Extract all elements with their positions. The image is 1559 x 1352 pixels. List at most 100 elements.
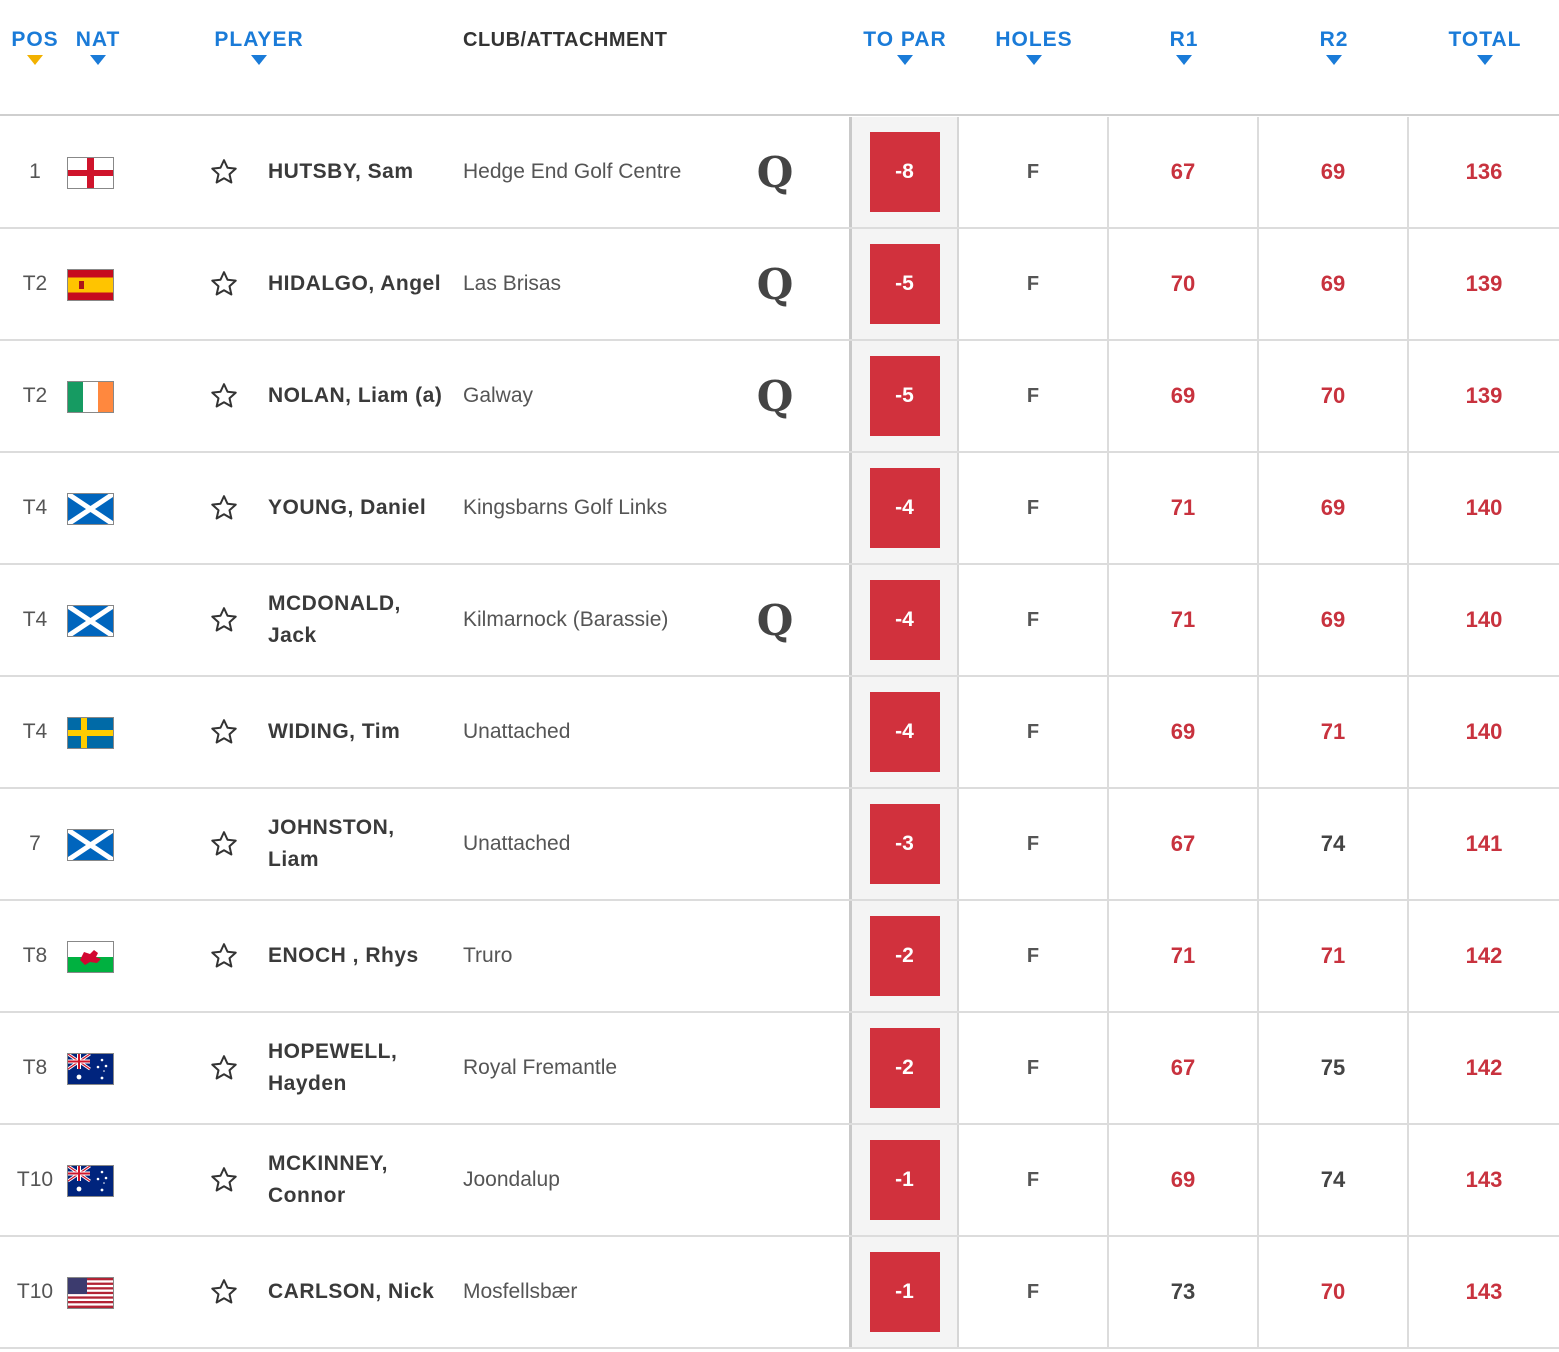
player-name: HOPEWELL, Hayden (268, 1040, 398, 1095)
favorite-star-icon[interactable] (204, 901, 244, 1011)
favorite-star-icon[interactable] (204, 677, 244, 787)
favorite-star-icon[interactable] (204, 453, 244, 563)
player-name-link[interactable]: HUTSBY, Sam (268, 117, 448, 227)
round-1-score: 69 (1109, 677, 1259, 787)
position: T4 (22, 608, 48, 631)
to-par-cell: -4 (849, 453, 959, 563)
to-par-badge: -1 (869, 1252, 940, 1332)
total-header-label: TOTAL (1448, 28, 1522, 51)
player-name-link[interactable]: YOUNG, Daniel (268, 453, 448, 563)
table-row[interactable]: T2 NOLAN, Liam (a) Galway Q -5 F 69 70 139 (0, 341, 1559, 453)
sort-arrow-icon (897, 55, 913, 65)
to-par-badge: -1 (869, 1140, 940, 1220)
scotland-flag-icon (67, 493, 114, 525)
table-row[interactable]: T8 HOPEWELL, Hayden Royal Fremantle -2 F 67 75… (0, 1013, 1559, 1125)
to-par-cell: -3 (849, 789, 959, 899)
club-attachment: Unattached (463, 720, 571, 743)
favorite-star-icon[interactable] (204, 341, 244, 451)
round-2-score: 71 (1259, 901, 1409, 1011)
player-name-link[interactable]: MCKINNEY, Connor (268, 1125, 448, 1235)
total-score: 136 (1465, 159, 1503, 184)
table-row[interactable]: T4 YOUNG, Daniel Kingsbarns Golf Links -4 F 7… (0, 453, 1559, 565)
table-row[interactable]: T8 ENOCH , Rhys Truro -2 F 71 71 142 (0, 901, 1559, 1013)
usa-flag-icon (67, 1277, 114, 1309)
to-par-cell: -2 (849, 1013, 959, 1123)
pos-header-label: POS (11, 28, 59, 51)
player-name: MCDONALD, Jack (268, 592, 401, 647)
round-1-score: 73 (1109, 1237, 1259, 1347)
sort-arrow-icon (1176, 55, 1192, 65)
qualified-icon: Q (756, 595, 794, 645)
sort-arrow-icon (1477, 55, 1493, 65)
position: 7 (29, 832, 41, 855)
table-row[interactable]: T10 CARLSON, Nick Mosfellsbær -1 F 73 70 143 (0, 1237, 1559, 1349)
player-name-link[interactable]: JOHNSTON, Liam (268, 789, 448, 899)
table-row[interactable]: T2 HIDALGO, Angel Las Brisas Q -5 F 70 69 139 (0, 229, 1559, 341)
favorite-star-icon[interactable] (204, 789, 244, 899)
club-attachment: Kilmarnock (Barassie) (463, 608, 669, 631)
sort-player-header[interactable]: PLAYER (210, 28, 308, 65)
to-par-cell: -2 (849, 901, 959, 1011)
holes-status: F (959, 341, 1109, 451)
player-name-link[interactable]: CARLSON, Nick (268, 1237, 448, 1347)
player-name-link[interactable]: HOPEWELL, Hayden (268, 1013, 448, 1123)
round-1-score: 69 (1109, 341, 1259, 451)
favorite-star-icon[interactable] (204, 117, 244, 227)
round-2-score: 74 (1259, 1125, 1409, 1235)
table-row[interactable]: 7 JOHNSTON, Liam Unattached -3 F 67 74 141 (0, 789, 1559, 901)
holes-status: F (959, 901, 1109, 1011)
total-score: 142 (1465, 1055, 1503, 1080)
favorite-star-icon[interactable] (204, 1237, 244, 1347)
qualified-icon (750, 677, 800, 787)
position: T8 (22, 944, 48, 967)
r2-header-label: R2 (1319, 28, 1349, 51)
club-attachment: Kingsbarns Golf Links (463, 496, 668, 519)
sort-total-header[interactable]: TOTAL (1440, 28, 1530, 65)
round-2-score: 70 (1259, 1237, 1409, 1347)
holes-status: F (959, 1013, 1109, 1123)
to-par-cell: -1 (849, 1237, 959, 1347)
sort-pos-header[interactable]: POS (10, 28, 60, 65)
round-1-score: 67 (1109, 1013, 1259, 1123)
player-name-link[interactable]: MCDONALD, Jack (268, 565, 448, 675)
qualified-icon: Q (756, 147, 794, 197)
favorite-star-icon[interactable] (204, 1125, 244, 1235)
qualified-icon (750, 901, 800, 1011)
favorite-star-icon[interactable] (204, 229, 244, 339)
sort-arrow-icon (27, 55, 43, 65)
table-row[interactable]: T4 WIDING, Tim Unattached -4 F 69 71 140 (0, 677, 1559, 789)
round-1-score: 69 (1109, 1125, 1259, 1235)
to-par-badge: -4 (869, 468, 940, 548)
sort-holes-header[interactable]: HOLES (984, 28, 1084, 65)
sort-nat-header[interactable]: NAT (72, 28, 124, 65)
favorite-star-icon[interactable] (204, 565, 244, 675)
round-2-score: 69 (1259, 229, 1409, 339)
to-par-badge: -5 (869, 356, 940, 436)
player-name-link[interactable]: NOLAN, Liam (a) (268, 341, 448, 451)
holes-status: F (959, 229, 1109, 339)
to-par-badge: -8 (869, 132, 940, 212)
favorite-star-icon[interactable] (204, 1013, 244, 1123)
leaderboard-header: POS NAT PLAYER CLUB/ATTACHMENT TO PAR HO… (0, 0, 1559, 116)
sort-r2-header[interactable]: R2 (1304, 28, 1364, 65)
table-row[interactable]: T4 MCDONALD, Jack Kilmarnock (Barassie) Q -4… (0, 565, 1559, 677)
qualified-icon (750, 789, 800, 899)
round-1-score: 67 (1109, 789, 1259, 899)
position: T4 (22, 720, 48, 743)
sort-r1-header[interactable]: R1 (1154, 28, 1214, 65)
club-attachment: Royal Fremantle (463, 1056, 618, 1079)
player-name-link[interactable]: HIDALGO, Angel (268, 229, 448, 339)
table-row[interactable]: 1 HUTSBY, Sam Hedge End Golf Centre Q -8 F 67 6… (0, 117, 1559, 229)
sort-to-par-header[interactable]: TO PAR (855, 28, 955, 65)
qualified-icon (750, 1125, 800, 1235)
player-header-label: PLAYER (214, 28, 304, 51)
qualified-icon (750, 453, 800, 563)
to-par-badge: -2 (869, 1028, 940, 1108)
player-name-link[interactable]: WIDING, Tim (268, 677, 448, 787)
to-par-badge: -3 (869, 804, 940, 884)
player-name-link[interactable]: ENOCH , Rhys (268, 901, 448, 1011)
table-row[interactable]: T10 MCKINNEY, Connor Joondalup -1 F 69 74 143 (0, 1125, 1559, 1237)
total-score: 140 (1465, 719, 1503, 744)
sort-arrow-icon (1326, 55, 1342, 65)
player-name: HIDALGO, Angel (268, 272, 442, 295)
